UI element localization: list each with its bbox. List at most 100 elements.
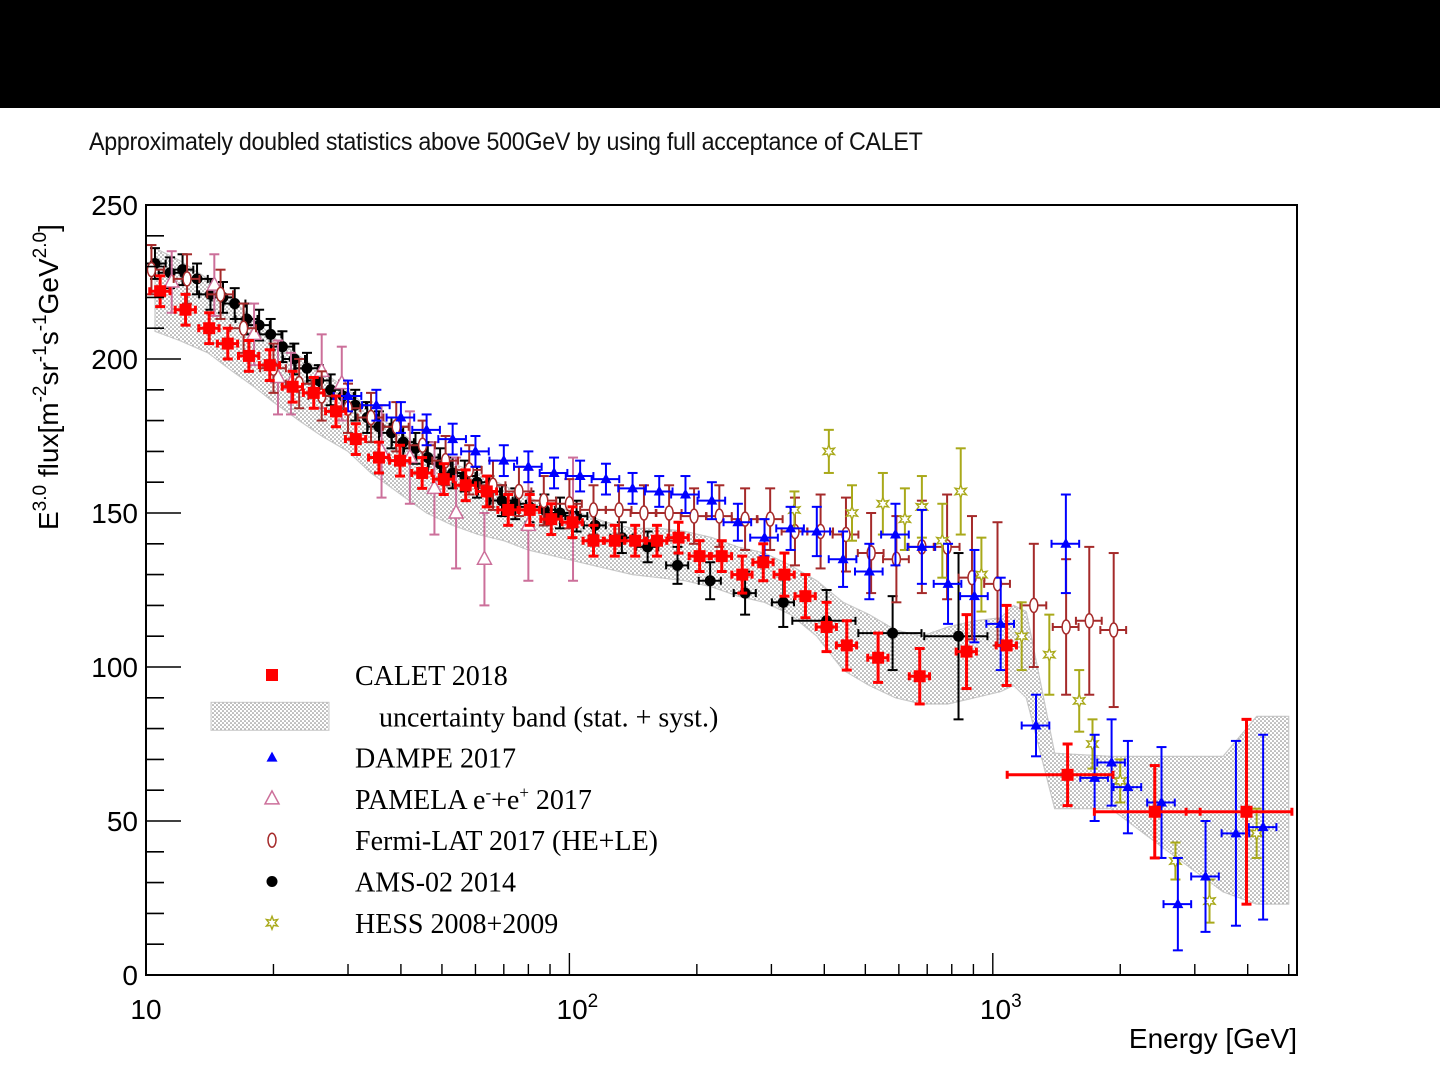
- dampe-marker: [942, 577, 954, 588]
- calet-point: [1092, 764, 1202, 860]
- pamela-marker: [476, 549, 493, 565]
- calet-point: [751, 542, 775, 583]
- legend-label-text: DAMPE 2017: [355, 744, 516, 775]
- y-axis-title-part: 2.0: [30, 232, 51, 258]
- dampe-marker: [1122, 781, 1134, 792]
- y-tick-label: 200: [91, 344, 138, 375]
- calet-marker: [672, 531, 685, 544]
- dampe-point: [513, 450, 543, 484]
- fermi-marker: [146, 261, 157, 278]
- dampe-point: [1146, 746, 1176, 859]
- legend-ams-marker: [266, 876, 278, 887]
- fermi-marker: [238, 320, 249, 336]
- dampe-point: [880, 502, 910, 567]
- dampe-point: [385, 401, 416, 434]
- dampe-marker: [889, 528, 901, 539]
- hess-marker: [875, 495, 891, 513]
- calet-marker: [799, 590, 812, 603]
- calet-marker: [263, 359, 276, 372]
- fermi-marker: [740, 511, 750, 527]
- y-tick-label: 150: [91, 498, 138, 529]
- calet-marker: [502, 503, 515, 516]
- hess-point: [897, 487, 913, 551]
- dampe-point: [1112, 739, 1143, 835]
- x-axis-title: Energy [GeV]: [1129, 1023, 1297, 1054]
- dampe-marker: [706, 494, 718, 505]
- dampe-point: [801, 505, 832, 558]
- dampe-marker: [732, 516, 744, 527]
- legend-label-text: PAMELA e: [355, 785, 485, 816]
- calet-marker: [329, 405, 342, 418]
- ams-marker: [229, 298, 241, 310]
- calet-point: [517, 493, 542, 527]
- fermi-point: [206, 268, 234, 320]
- hess-marker: [821, 442, 837, 460]
- dampe-marker: [968, 590, 980, 601]
- dampe-point: [1079, 733, 1109, 822]
- hess-point: [1014, 601, 1029, 672]
- calet-marker: [1061, 768, 1074, 781]
- legend-label-sup: +: [519, 783, 529, 802]
- dampe-point: [670, 475, 700, 514]
- calet-point: [709, 539, 734, 574]
- dampe-point: [1190, 820, 1220, 933]
- legend-label-text: CALET 2018: [355, 661, 508, 692]
- calet-marker: [960, 645, 973, 658]
- legend-label-text: uncertainty band (stat. + syst.): [379, 702, 718, 733]
- dampe-marker: [1030, 719, 1042, 730]
- calet-point: [388, 443, 412, 478]
- calet-marker: [307, 386, 320, 399]
- dampe-point: [959, 548, 989, 644]
- dampe-point: [1247, 733, 1278, 921]
- hess-marker: [844, 504, 860, 522]
- legend-label: AMS-02 2014: [355, 868, 516, 899]
- fermi-point: [1099, 552, 1128, 709]
- dampe-marker: [863, 565, 875, 576]
- dampe-point: [985, 576, 1016, 672]
- fermi-marker: [1061, 619, 1071, 635]
- calet-point: [453, 468, 478, 503]
- calet-point: [730, 554, 754, 595]
- ams-marker: [704, 575, 716, 587]
- dampe-marker: [370, 399, 382, 410]
- legend-fermi-marker: [267, 832, 277, 848]
- uncertainty-band: [154, 247, 1290, 905]
- calet-point: [602, 523, 627, 558]
- dampe-marker: [548, 466, 560, 477]
- calet-marker: [1000, 639, 1013, 652]
- calet-marker: [1148, 805, 1161, 818]
- pamela-marker: [333, 374, 351, 390]
- dampe-marker: [1106, 756, 1118, 767]
- hess-marker: [1202, 892, 1217, 910]
- calet-point: [431, 462, 456, 497]
- dampe-point: [932, 542, 963, 625]
- calet-marker: [349, 433, 362, 446]
- ams-marker: [301, 362, 313, 374]
- calet-marker: [778, 568, 791, 581]
- fermi-marker: [866, 545, 876, 561]
- pamela-marker: [426, 478, 443, 495]
- calet-point: [994, 603, 1018, 687]
- ams-marker: [265, 328, 277, 340]
- calet-point: [301, 375, 326, 410]
- ams-marker: [276, 341, 288, 353]
- calet-marker: [587, 534, 600, 547]
- y-tick-label: 50: [107, 806, 138, 837]
- calet-marker: [566, 516, 579, 529]
- dampe-point: [1050, 493, 1081, 595]
- legend-hess-marker: [264, 914, 280, 932]
- y-axis-title-part: -1: [30, 345, 51, 362]
- calet-marker: [437, 473, 450, 486]
- calet-marker: [416, 466, 429, 479]
- calet-marker: [913, 670, 926, 683]
- legend-label-text: +e: [491, 785, 519, 816]
- legend-calet-marker: [266, 669, 278, 681]
- calet-point: [148, 274, 172, 309]
- y-axis-title-part: -2: [30, 386, 51, 403]
- fermi-point: [1074, 545, 1103, 696]
- calet-point: [343, 422, 368, 456]
- y-axis-title-part: s: [33, 331, 64, 345]
- fermi-point: [1019, 542, 1048, 668]
- calet-point: [1184, 717, 1294, 906]
- dampe-point: [538, 456, 569, 490]
